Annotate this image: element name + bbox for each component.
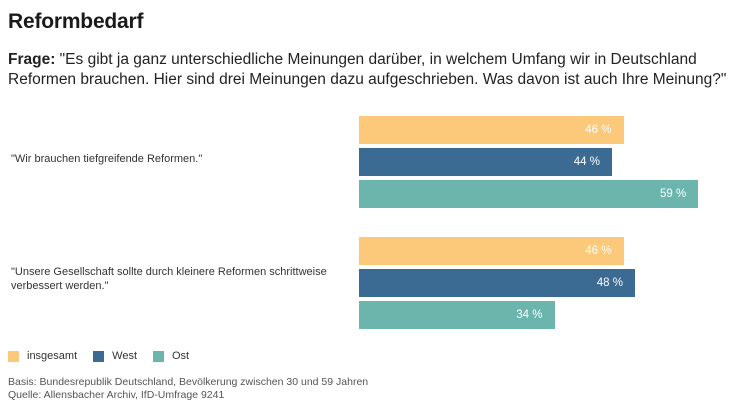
question-text: Frage: "Es gibt ja ganz unterschiedliche… bbox=[8, 50, 728, 90]
legend-item: Ost bbox=[153, 350, 189, 362]
bar-insgesamt bbox=[359, 237, 624, 265]
bar-west bbox=[359, 269, 635, 297]
bar-value-label: 46 % bbox=[585, 245, 612, 257]
chart-title: Reformbedarf bbox=[8, 10, 144, 33]
bar-value-label: 46 % bbox=[585, 124, 612, 136]
bar-value-label: 48 % bbox=[596, 277, 623, 289]
legend-item: West bbox=[93, 350, 137, 362]
bar-west bbox=[359, 148, 612, 176]
footer: Basis: Bundesrepublik Deutschland, Bevöl… bbox=[8, 376, 368, 402]
bar-value-label: 44 % bbox=[573, 156, 600, 168]
legend-label: Ost bbox=[172, 350, 190, 362]
footer-source: Quelle: Allensbacher Archiv, IfD-Umfrage… bbox=[8, 389, 225, 401]
legend-item: insgesamt bbox=[8, 350, 77, 362]
bar-value-label: 59 % bbox=[660, 188, 687, 200]
legend-label: West bbox=[112, 350, 137, 362]
legend-label: insgesamt bbox=[27, 350, 78, 362]
footer-basis: Basis: Bundesrepublik Deutschland, Bevöl… bbox=[8, 376, 369, 388]
question-body: "Es gibt ja ganz unterschiedliche Meinun… bbox=[8, 51, 727, 88]
bar-ost bbox=[359, 180, 699, 208]
legend-swatch bbox=[153, 350, 164, 362]
category-label: "Unsere Gesellschaft sollte durch kleine… bbox=[11, 266, 327, 292]
legend-swatch bbox=[8, 350, 19, 362]
legend: insgesamt West Ost bbox=[8, 349, 205, 363]
legend-swatch bbox=[93, 350, 105, 362]
bar-ost bbox=[359, 301, 555, 329]
bar-insgesamt bbox=[359, 116, 624, 144]
category-label: "Wir brauchen tiefgreifende Reformen." bbox=[11, 153, 203, 165]
question-prefix: Frage: bbox=[8, 51, 56, 68]
bar-value-label: 34 % bbox=[516, 309, 543, 321]
